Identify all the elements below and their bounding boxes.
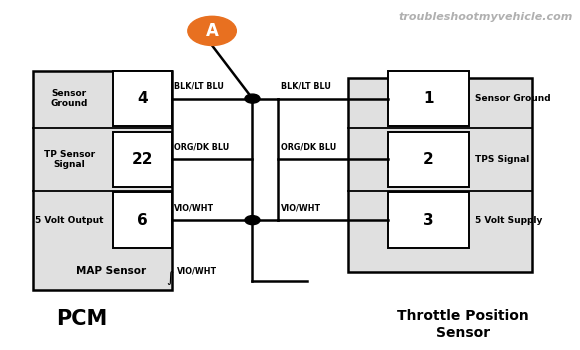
Text: BLK/LT BLU: BLK/LT BLU	[174, 82, 224, 91]
Text: 5 Volt Output: 5 Volt Output	[35, 216, 103, 225]
Text: 6: 6	[137, 213, 148, 228]
Text: TP Sensor
Signal: TP Sensor Signal	[44, 150, 95, 169]
Text: ∫: ∫	[166, 271, 173, 285]
Circle shape	[245, 216, 260, 225]
Text: Sensor Ground: Sensor Ground	[474, 94, 550, 103]
Text: 3: 3	[423, 213, 434, 228]
Text: ORG/DK BLU: ORG/DK BLU	[281, 143, 336, 152]
FancyBboxPatch shape	[114, 193, 172, 248]
FancyBboxPatch shape	[388, 193, 469, 248]
Text: VIO/WHT: VIO/WHT	[281, 203, 321, 212]
Text: 5 Volt Supply: 5 Volt Supply	[474, 216, 542, 225]
FancyBboxPatch shape	[114, 132, 172, 187]
FancyBboxPatch shape	[388, 71, 469, 126]
Text: PCM: PCM	[56, 309, 107, 329]
Text: VIO/WHT: VIO/WHT	[174, 203, 214, 212]
Text: A: A	[206, 22, 219, 40]
FancyBboxPatch shape	[388, 132, 469, 187]
FancyBboxPatch shape	[33, 71, 172, 289]
Text: ORG/DK BLU: ORG/DK BLU	[174, 143, 229, 152]
Text: Throttle Position: Throttle Position	[397, 309, 529, 323]
Text: BLK/LT BLU: BLK/LT BLU	[281, 82, 331, 91]
Text: Sensor
Ground: Sensor Ground	[50, 89, 88, 108]
Text: 2: 2	[423, 152, 434, 167]
Text: Sensor: Sensor	[436, 326, 490, 340]
Circle shape	[245, 94, 260, 103]
Circle shape	[188, 16, 236, 46]
Text: troubleshootmyvehicle.com: troubleshootmyvehicle.com	[398, 12, 573, 22]
FancyBboxPatch shape	[114, 71, 172, 126]
FancyBboxPatch shape	[348, 78, 532, 272]
Text: 1: 1	[423, 91, 434, 106]
Text: VIO/WHT: VIO/WHT	[177, 267, 218, 276]
Text: 4: 4	[137, 91, 148, 106]
Text: 22: 22	[132, 152, 153, 167]
Text: MAP Sensor: MAP Sensor	[77, 266, 147, 276]
Text: TPS Signal: TPS Signal	[474, 155, 529, 164]
